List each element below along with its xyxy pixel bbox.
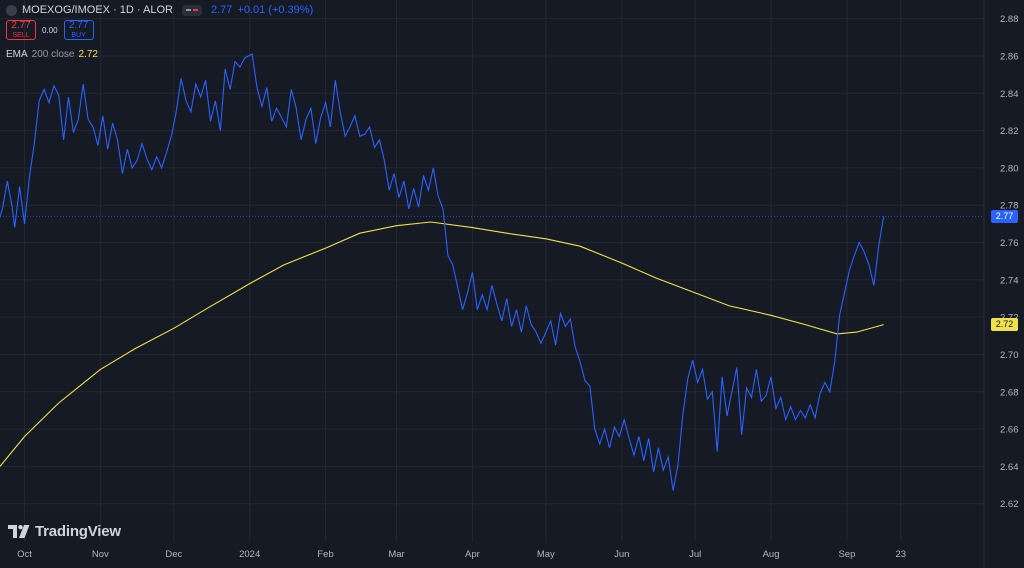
x-tick-label: Nov — [92, 549, 109, 560]
sell-button[interactable]: 2.77 SELL — [6, 20, 36, 40]
last-price-value: 2.77 — [210, 4, 233, 16]
y-tick-label: 2.84 — [1000, 89, 1019, 100]
ema-200-line — [0, 221, 884, 467]
x-tick-label: Oct — [17, 549, 32, 560]
ema-price-tag: 2.72 — [991, 318, 1018, 332]
x-tick-label: Apr — [465, 549, 480, 560]
sell-price: 2.77 — [11, 19, 31, 31]
trade-panel: 2.77 SELL 0.00 2.77 BUY — [6, 20, 94, 40]
symbol-header: MOEXOG/IMOEX · 1D · ALOR 2.77 +0.01 (+0.… — [6, 3, 313, 17]
spread-value: 0.00 — [42, 25, 58, 35]
y-tick-label: 2.68 — [1000, 387, 1019, 398]
x-tick-label: Dec — [165, 549, 182, 560]
last-price-tag: 2.77 — [991, 209, 1018, 223]
sell-label: SELL — [12, 31, 30, 39]
tradingview-logo-icon — [8, 525, 30, 538]
price-change-value: +0.01 (+0.39%) — [237, 4, 314, 16]
ema-name: EMA — [6, 49, 28, 60]
y-tick-label: 2.64 — [1000, 462, 1019, 473]
time-axis[interactable]: Oct Nov Dec 2024 Feb Mar Apr May Jun Jul Aug Sep 23 — [17, 549, 906, 560]
y-tick-label: 2.74 — [1000, 275, 1019, 286]
ema-legend[interactable]: EMA 200 close 2.72 — [6, 49, 98, 60]
y-tick-label: 2.80 — [1000, 163, 1019, 174]
price-line — [0, 53, 885, 491]
symbol-logo-icon — [6, 4, 17, 16]
x-tick-label: Feb — [317, 549, 333, 560]
y-tick-label: 2.62 — [1000, 499, 1019, 510]
x-tick-label: Aug — [763, 549, 780, 560]
x-tick-label: Jun — [614, 549, 629, 560]
y-tick-label: 2.76 — [1000, 238, 1019, 249]
y-tick-label: 2.66 — [1000, 425, 1019, 436]
buy-button[interactable]: 2.77 BUY — [63, 19, 94, 40]
symbol-title[interactable]: MOEXOG/IMOEX · 1D · ALOR — [22, 4, 173, 16]
tradingview-logo[interactable]: TradingView — [8, 523, 121, 540]
x-tick-label: Sep — [838, 549, 855, 560]
x-tick-label: May — [537, 549, 555, 560]
market-status-icon[interactable] — [181, 4, 202, 16]
ema-params: 200 close — [31, 49, 75, 60]
ema-value: 2.72 — [78, 49, 98, 60]
y-tick-label: 2.86 — [1000, 51, 1019, 62]
x-tick-label: Mar — [388, 549, 404, 560]
y-tick-label: 2.88 — [1000, 14, 1019, 25]
x-tick-label: 2024 — [239, 549, 260, 560]
y-tick-label: 2.78 — [1000, 201, 1019, 212]
y-tick-label: 2.82 — [1000, 126, 1019, 137]
buy-label: BUY — [71, 31, 86, 39]
x-tick-label: 23 — [895, 549, 906, 560]
buy-price: 2.77 — [68, 19, 89, 31]
chart-grid — [0, 0, 985, 568]
x-tick-label: Jul — [689, 549, 701, 560]
y-tick-label: 2.70 — [1000, 350, 1019, 361]
logo-text: TradingView — [35, 523, 121, 540]
